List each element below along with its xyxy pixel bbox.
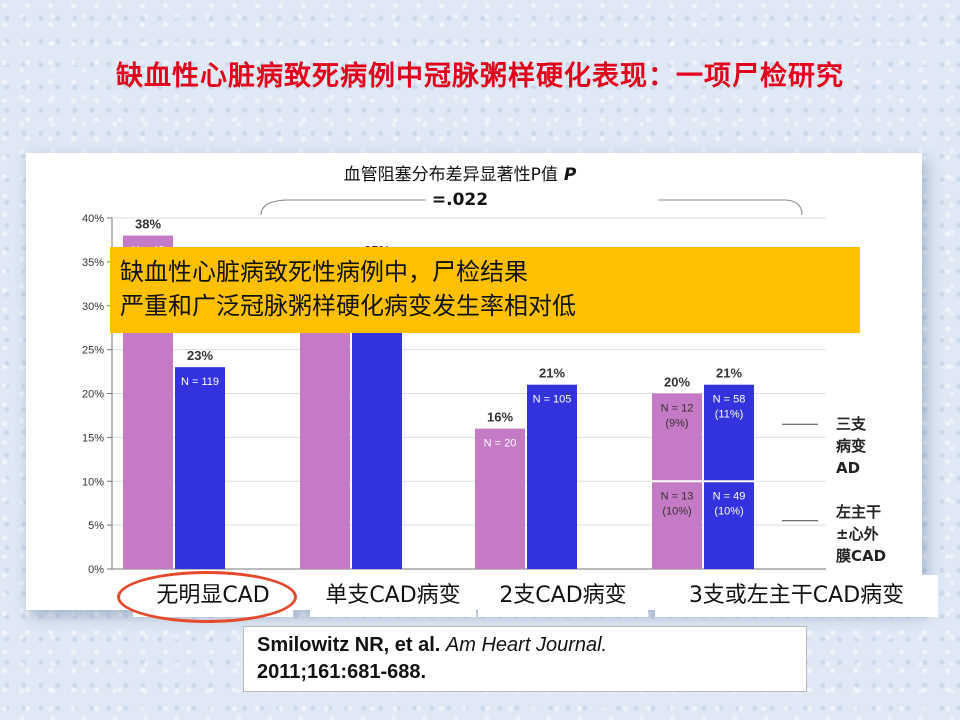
significance-text: 血管阻塞分布差异显著性P值: [343, 165, 558, 185]
category-label-three-vessel: 3支或左主干CAD病变: [655, 575, 938, 617]
bar: [527, 384, 577, 569]
y-tick-label: 15%: [82, 432, 104, 444]
bar-data-label: 38%: [135, 217, 161, 232]
citation-journal: Am Heart Journal.: [445, 634, 608, 656]
side-label-line: 膜CAD: [836, 547, 887, 565]
category-label-two-vessel: 2支CAD病变: [478, 575, 648, 617]
side-label-line: ±心外: [836, 525, 879, 543]
bar-n-label: N = 119: [181, 376, 219, 388]
stack-segment-label: (9%): [665, 418, 688, 430]
y-tick-label: 30%: [82, 301, 104, 313]
slide-title: 缺血性心脏病致死病例中冠脉粥样硬化表现：一项尸检研究: [116, 61, 844, 92]
callout-line-2: 严重和广泛冠脉粥样硬化病变发生率相对低: [120, 292, 576, 320]
side-label-line: 左主干: [836, 503, 882, 521]
stack-segment-label: N = 12: [661, 403, 694, 415]
stack-segment-label: N = 49: [713, 490, 746, 502]
bar: [704, 384, 754, 569]
highlight-circle: [117, 571, 297, 623]
category-label-one-vessel: 单支CAD病变: [310, 575, 476, 617]
bar-data-label: 20%: [664, 375, 690, 390]
y-tick-label: 0%: [88, 564, 104, 576]
stack-segment-label: N = 13: [661, 490, 694, 502]
bar-data-label: 21%: [539, 366, 565, 381]
y-tick-label: 20%: [82, 389, 104, 401]
stack-segment-label: (10%): [662, 505, 691, 517]
side-label-line: AD: [836, 459, 861, 477]
side-label-left-main: 左主干 ±心外 膜CAD: [836, 501, 886, 567]
bar-chart: 0%5%10%15%20%25%30%35%40%38%N = 4823%N =…: [82, 199, 826, 576]
y-tick-label: 35%: [82, 257, 104, 269]
p-symbol: P: [563, 165, 577, 185]
bar-data-label: 23%: [187, 348, 213, 363]
bar-data-label: 16%: [487, 410, 513, 425]
bracket: [260, 199, 426, 216]
bar: [175, 367, 225, 569]
stack-segment-label: N = 58: [713, 394, 746, 406]
stack-segment-label: (10%): [714, 505, 743, 517]
citation-details: 2011;161:681-688.: [257, 661, 427, 683]
y-tick-label: 25%: [82, 345, 104, 357]
callout-line-1: 缺血性心脏病致死性病例中，尸检结果: [120, 258, 528, 286]
y-tick-label: 40%: [82, 213, 104, 225]
bar-n-label: N = 20: [484, 438, 517, 450]
p-value: =.022: [431, 190, 489, 210]
bracket: [658, 199, 803, 216]
side-label-three-vessel: 三支 病变 AD: [836, 413, 866, 479]
citation-authors: Smilowitz NR, et al.: [257, 634, 446, 656]
y-tick-label: 5%: [88, 520, 104, 532]
side-label-line: 病变: [836, 437, 867, 455]
citation-box: Smilowitz NR, et al. Am Heart Journal. 2…: [243, 626, 807, 692]
chart-panel: 0%5%10%15%20%25%30%35%40%38%N = 4823%N =…: [26, 153, 922, 610]
significance-label: 血管阻塞分布差异显著性P值 P =.022: [260, 163, 660, 213]
bar-n-label: N = 105: [533, 394, 572, 406]
bar-data-label: 21%: [716, 366, 742, 381]
side-label-line: 三支: [836, 415, 867, 433]
stack-segment-label: (11%): [715, 409, 744, 421]
bar: [475, 428, 525, 569]
y-tick-label: 10%: [82, 476, 104, 488]
bar: [300, 314, 350, 569]
callout-box: 缺血性心脏病致死性病例中，尸检结果 严重和广泛冠脉粥样硬化病变发生率相对低: [110, 247, 860, 333]
